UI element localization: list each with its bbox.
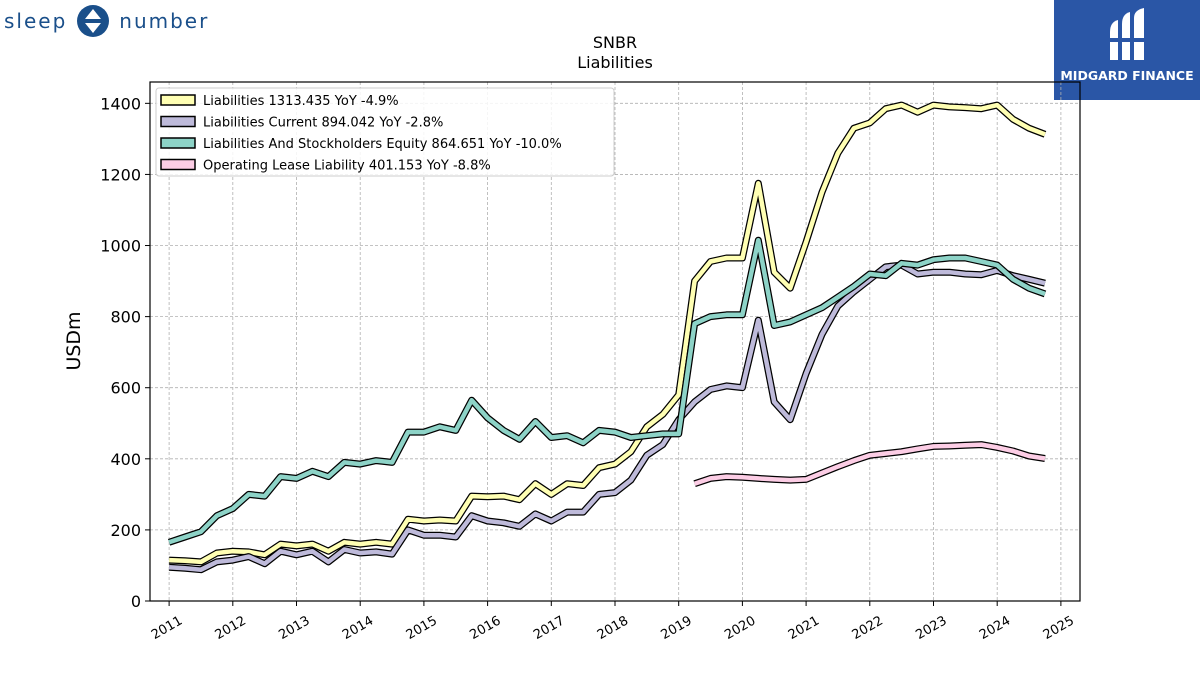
midgard-finance-badge: MIDGARD FINANCE: [1054, 0, 1200, 100]
legend-swatch: [160, 94, 196, 106]
y-axis-label: USDm: [63, 311, 85, 370]
series-layer: [167, 101, 1047, 574]
badge-label: MIDGARD FINANCE: [1060, 68, 1194, 83]
legend-swatch: [160, 137, 196, 149]
chart-subtitle: Liabilities: [577, 53, 653, 72]
series-line: [693, 442, 1046, 486]
x-tick-label: 2012: [213, 613, 249, 643]
y-tick-label: 1000: [100, 237, 141, 256]
x-tick-label: 2019: [659, 613, 695, 643]
logo-word-right: number: [119, 9, 210, 33]
midgard-logo-icon: [1108, 8, 1146, 60]
x-tick-label: 2017: [531, 613, 567, 643]
y-tick-label: 400: [110, 450, 141, 469]
chart-title: SNBR: [593, 33, 637, 52]
logo-word-left: sleep: [4, 9, 68, 33]
y-tick-label: 1400: [100, 94, 141, 113]
legend-entry: Operating Lease Liability 401.153 YoY -8…: [203, 159, 491, 174]
x-tick-label: 2021: [786, 613, 822, 643]
x-tick-label: 2015: [404, 613, 440, 643]
y-tick-label: 200: [110, 521, 141, 540]
x-tick-label: 2016: [467, 613, 503, 643]
y-tick-label: 600: [110, 379, 141, 398]
series-line-outline: [168, 261, 1046, 574]
series-0: [168, 101, 1047, 566]
legend-entry: Liabilities And Stockholders Equity 864.…: [203, 137, 562, 152]
legend: Liabilities 1313.435 YoY -4.9% Liabilitie…: [155, 87, 615, 177]
y-tick-label: 1200: [100, 165, 141, 184]
series-line: [169, 102, 1046, 565]
series-line: [168, 262, 1046, 572]
x-tick-label: 2023: [913, 613, 949, 643]
x-tick-label: 2024: [977, 613, 1013, 643]
x-tick-label: 2022: [850, 613, 886, 643]
x-tick-label: 2025: [1041, 613, 1077, 643]
x-tick-label: 2020: [722, 613, 758, 643]
x-tick-label: 2018: [595, 613, 631, 643]
x-axis: 2011 2012 2013 2014 2015 2016 2017 2018 2019 2020…: [149, 601, 1077, 643]
legend-swatch: [160, 115, 196, 128]
y-axis: 0 200 400 600 800 1000 1200 1400: [100, 94, 150, 611]
x-tick-label: 2014: [340, 613, 376, 643]
series-2: [167, 236, 1047, 546]
legend-box: [155, 87, 615, 177]
x-tick-label: 2011: [149, 613, 185, 643]
legend-entry: Liabilities Current 894.042 YoY -2.8%: [203, 116, 443, 131]
sleep-number-mark-icon: [77, 5, 110, 37]
series-3: [693, 441, 1046, 488]
y-tick-label: 800: [110, 308, 141, 327]
legend-entry: Liabilities 1313.435 YoY -4.9%: [203, 94, 399, 109]
legend-swatch: [160, 158, 196, 171]
series-line: [168, 237, 1046, 545]
series-1: [168, 261, 1046, 574]
sleep-number-logo: sleep number: [4, 4, 209, 38]
x-tick-label: 2013: [276, 613, 312, 643]
y-tick-label: 0: [131, 592, 141, 611]
